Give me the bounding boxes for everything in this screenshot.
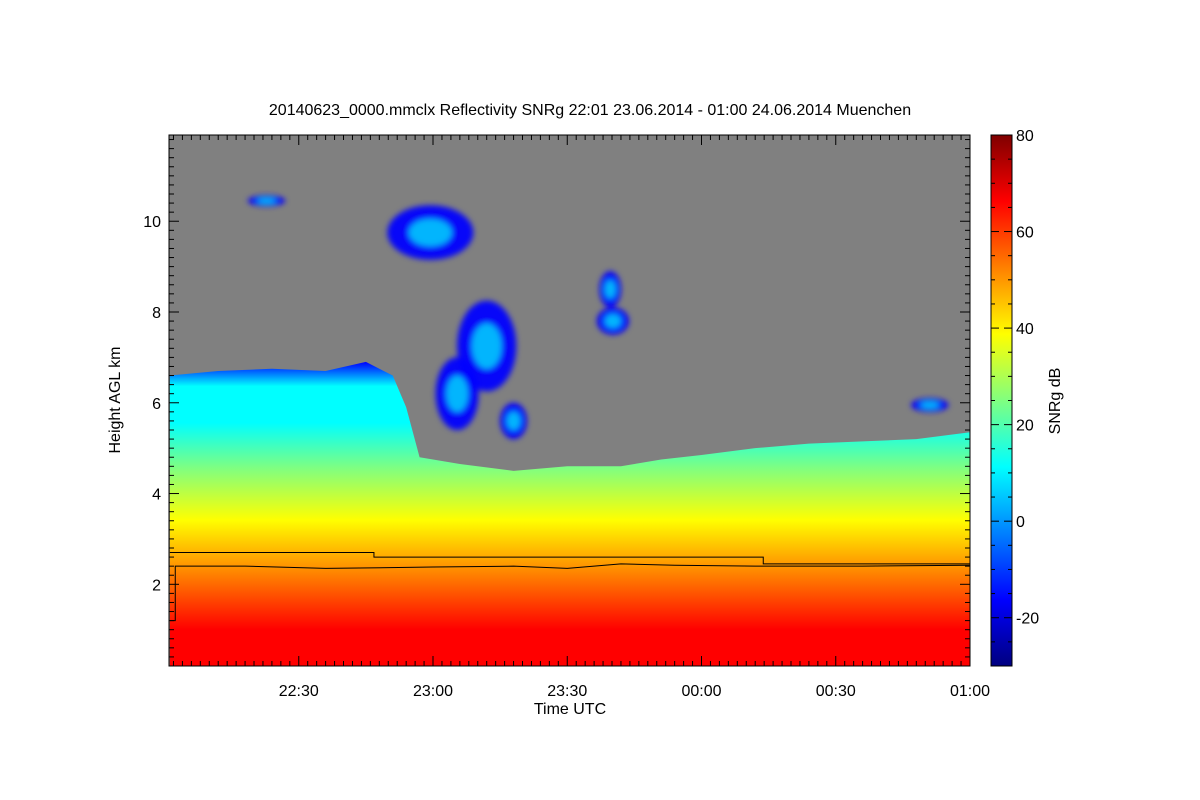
- x-tick-label: 23:30: [547, 683, 587, 700]
- x-axis-ticks: 22:30 23:00 23:30 00:00 00:30 01:00: [172, 135, 990, 700]
- cloud-core: [471, 323, 502, 369]
- y-tick-label: 2: [152, 577, 161, 594]
- colorbar-tick-label: 80: [1016, 128, 1034, 145]
- x-axis-label: Time UTC: [534, 701, 606, 718]
- plot-area: [169, 135, 970, 666]
- overlay-line: [169, 563, 970, 622]
- x-tick-label: 23:00: [413, 683, 453, 700]
- chart-title: 20140623_0000.mmclx Reflectivity SNRg 22…: [269, 102, 911, 119]
- colorbar-label: SNRg dB: [1047, 368, 1064, 435]
- y-tick-label: 10: [143, 214, 161, 231]
- x-tick-label: 00:00: [681, 683, 721, 700]
- colorbar-tick-label: 0: [1016, 514, 1025, 531]
- y-axis-ticks: 2 4 6 8 10: [143, 139, 970, 667]
- cloud-core: [257, 198, 276, 204]
- colorbar-ticks: -20 0 20 40 60 80: [991, 128, 1039, 667]
- cloud-core: [408, 218, 452, 247]
- overlay-line: [169, 552, 970, 565]
- plot-frame: [168, 134, 971, 667]
- echo-body: [169, 361, 970, 666]
- cloud-core: [446, 375, 468, 412]
- cloud-core: [506, 411, 521, 430]
- y-tick-label: 4: [152, 487, 161, 504]
- x-tick-label: 00:30: [816, 683, 856, 700]
- line-layer: [169, 552, 970, 622]
- x-tick-label: 22:30: [279, 683, 319, 700]
- cloud-core: [604, 314, 621, 328]
- cloud-core: [920, 401, 940, 409]
- colorbar-tick-label: 60: [1016, 225, 1034, 242]
- y-axis-label: Height AGL km: [107, 346, 124, 453]
- colorbar-tick-label: 20: [1016, 418, 1034, 435]
- colorbar-tick-label: 40: [1016, 321, 1034, 338]
- cloud-core: [604, 280, 616, 299]
- y-tick-label: 6: [152, 396, 161, 413]
- y-tick-label: 8: [152, 305, 161, 322]
- cloud-layer: [247, 195, 949, 440]
- colorbar: -20 0 20 40 60 80 SNRg dB: [990, 128, 1064, 667]
- colorbar-tick-label: -20: [1016, 611, 1039, 628]
- x-tick-label: 01:00: [950, 683, 990, 700]
